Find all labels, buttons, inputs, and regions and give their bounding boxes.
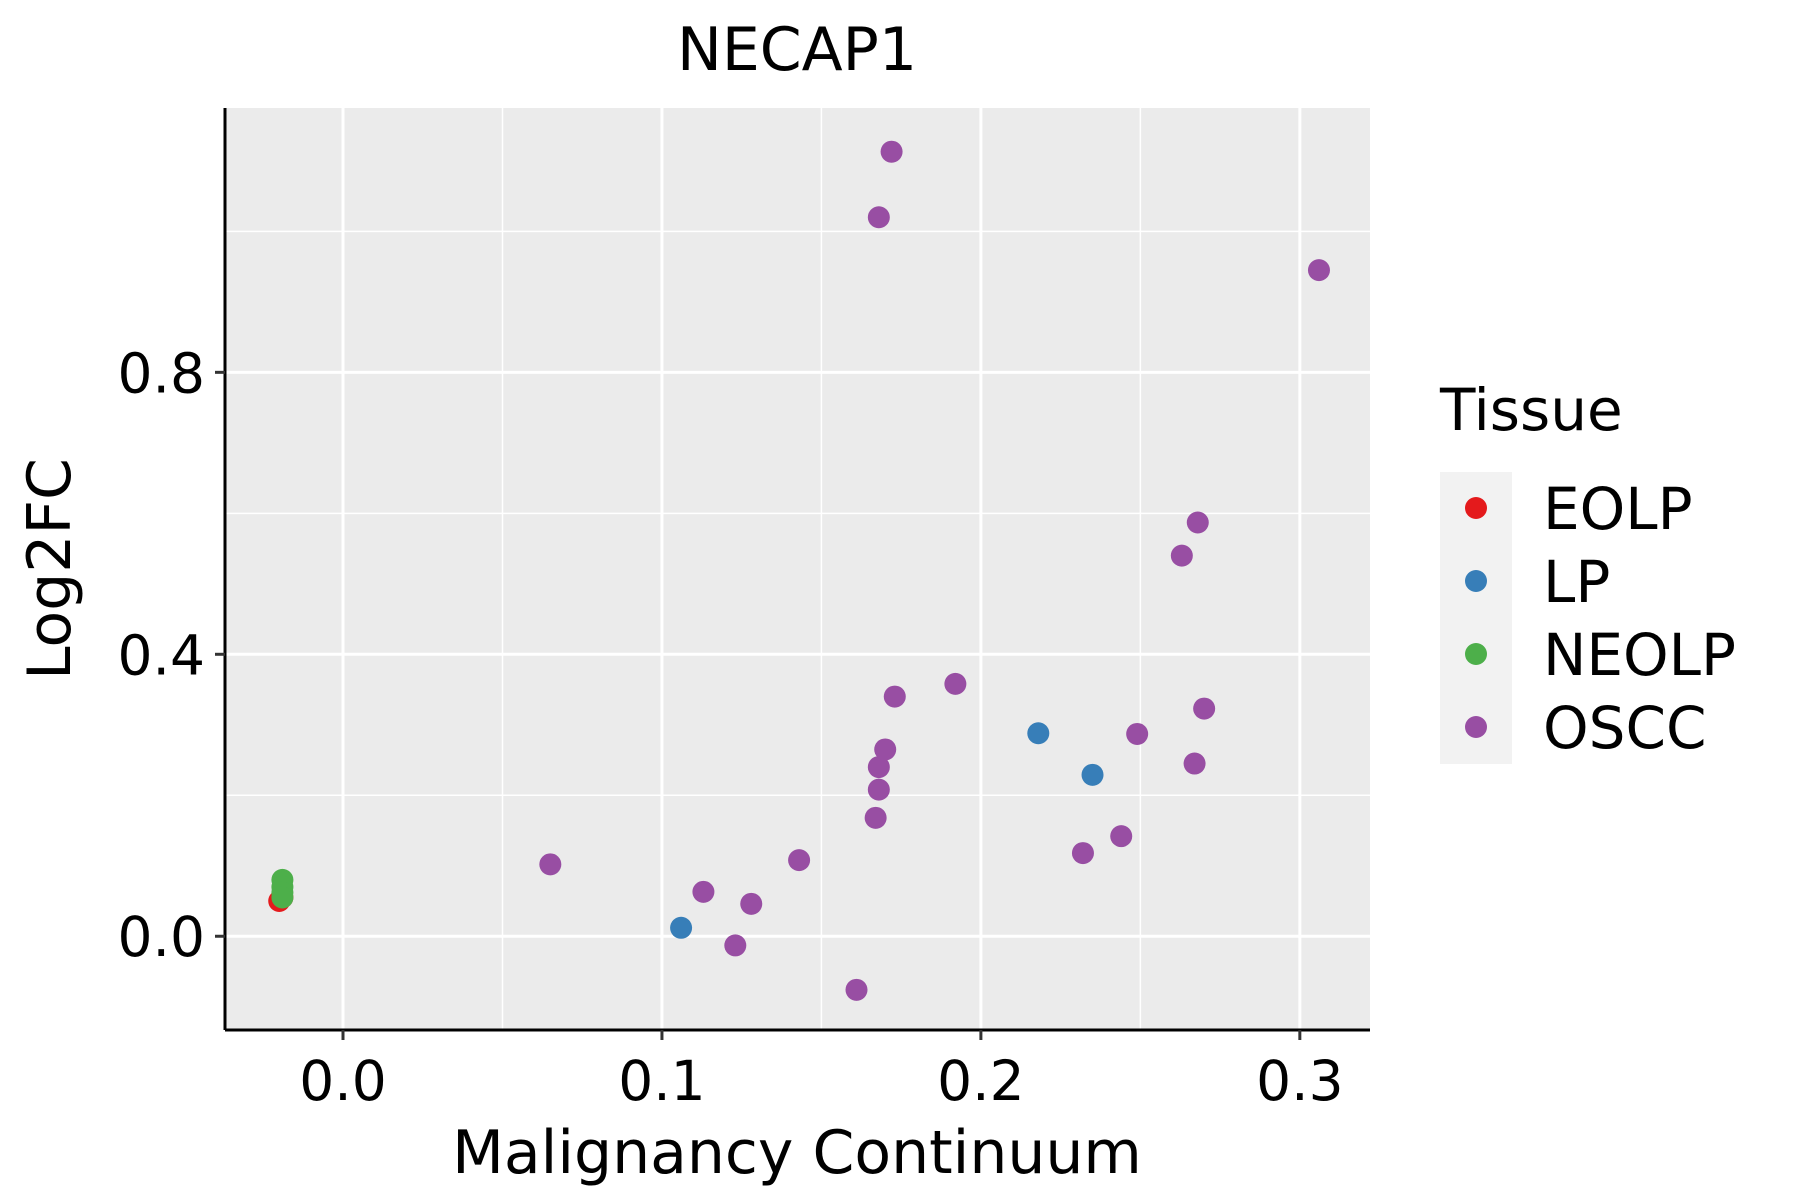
point-neolp [271, 886, 294, 909]
minor-gridlines [225, 108, 1370, 1030]
point-oscc [1126, 722, 1149, 745]
x-tick-label: 0.0 [299, 1049, 386, 1113]
legend-label-lp: LP [1543, 548, 1610, 616]
point-oscc [864, 806, 887, 829]
data-points [268, 140, 1330, 1001]
point-oscc [788, 849, 811, 872]
chart-title: NECAP1 [677, 15, 917, 85]
point-oscc [880, 140, 903, 163]
point-oscc [1193, 697, 1216, 720]
point-oscc [740, 892, 763, 915]
point-oscc [1110, 825, 1133, 848]
point-oscc [1071, 842, 1094, 865]
legend-label-neolp: NEOLP [1543, 621, 1736, 689]
point-lp [1027, 722, 1050, 745]
point-oscc [845, 978, 868, 1001]
y-tick-label: 0.4 [118, 623, 205, 687]
point-oscc [874, 738, 897, 761]
legend-key-background [1440, 472, 1512, 764]
point-oscc [724, 934, 747, 957]
legend-label-eolp: EOLP [1543, 475, 1693, 543]
major-gridlines [225, 108, 1370, 1030]
point-oscc [1307, 259, 1330, 282]
y-axis-title: Log2FC [15, 458, 85, 680]
legend-key-eolp [1465, 497, 1487, 519]
legend-key-lp [1465, 570, 1487, 592]
point-oscc [1170, 544, 1193, 567]
point-oscc [944, 672, 967, 695]
x-tick-label: 0.1 [618, 1049, 705, 1113]
axis-ticks: 0.0 0.1 0.2 0.3 0.0 0.4 0.8 [118, 341, 1344, 1113]
legend-key-neolp [1465, 643, 1487, 665]
point-lp [1081, 763, 1104, 786]
point-oscc [867, 756, 890, 779]
point-oscc [539, 853, 562, 876]
point-oscc [692, 880, 715, 903]
point-oscc [1183, 752, 1206, 775]
point-lp [670, 916, 693, 939]
point-oscc [867, 206, 890, 229]
x-tick-label: 0.3 [1256, 1049, 1343, 1113]
plot-panel [225, 108, 1370, 1030]
legend-key-oscc [1465, 716, 1487, 738]
legend-title: Tissue [1439, 376, 1623, 444]
x-axis-title: Malignancy Continuum [452, 1118, 1142, 1188]
y-tick-label: 0.0 [118, 905, 205, 969]
point-oscc [1186, 511, 1209, 534]
x-tick-label: 0.2 [937, 1049, 1024, 1113]
y-tick-label: 0.8 [118, 341, 205, 405]
point-oscc [883, 685, 906, 708]
legend-label-oscc: OSCC [1543, 694, 1706, 762]
point-oscc [867, 778, 890, 801]
